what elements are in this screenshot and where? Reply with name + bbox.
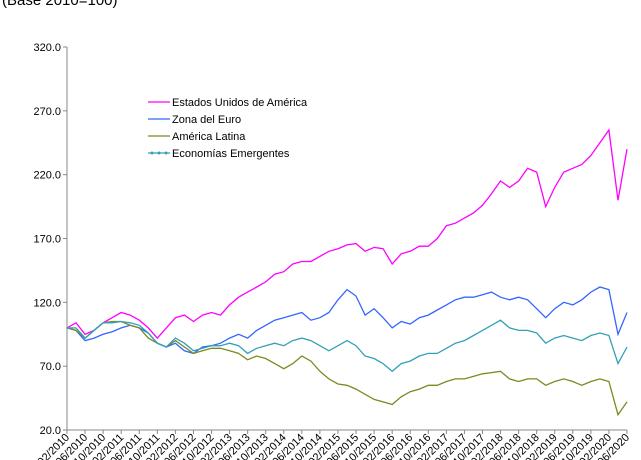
legend-label: América Latina [172,131,246,143]
series-line [66,128,628,340]
chart-title: (Base 2010=100) [2,0,118,9]
legend-marker [150,151,154,155]
legend-label: Estados Unidos de América [172,97,308,109]
y-tick-label: 120.0 [33,297,61,309]
legend-label: Economías Emergentes [172,148,290,160]
y-tick-label: 220.0 [33,170,61,182]
y-tick-label: 20.0 [40,425,61,437]
series-line [67,319,628,373]
y-tick-label: 320.0 [33,42,61,54]
y-tick-label: 270.0 [33,106,61,118]
legend-marker [157,151,161,155]
y-tick-label: 170.0 [33,234,61,246]
y-tick-label: 70.0 [40,361,61,373]
series-line [66,286,628,355]
legend-label: Zona del Euro [172,114,241,126]
legend-marker [164,151,168,155]
